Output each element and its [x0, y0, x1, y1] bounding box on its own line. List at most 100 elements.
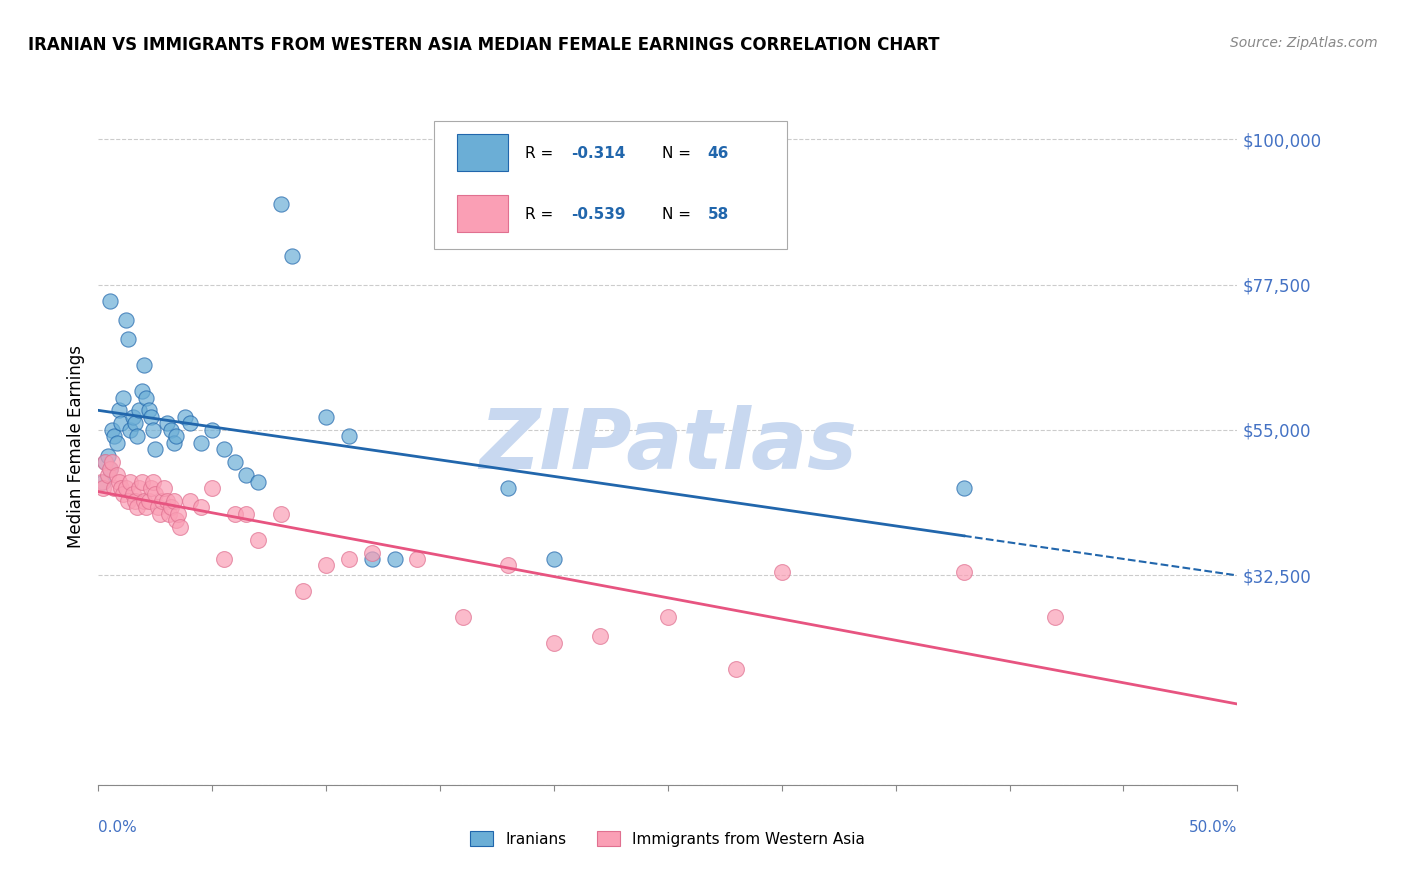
Text: ZIPatlas: ZIPatlas — [479, 406, 856, 486]
Point — [121, 409, 143, 424]
Text: 58: 58 — [707, 207, 728, 221]
Point — [127, 429, 149, 443]
Point — [281, 248, 304, 262]
Point — [543, 636, 565, 650]
Text: N =: N = — [662, 145, 692, 161]
Text: -0.314: -0.314 — [571, 145, 626, 161]
Point — [98, 293, 121, 308]
Point — [162, 494, 184, 508]
Point — [138, 403, 160, 417]
Point — [201, 481, 224, 495]
Point — [108, 403, 131, 417]
Point — [117, 333, 139, 347]
Point — [103, 429, 125, 443]
Point — [105, 435, 128, 450]
Point — [98, 461, 121, 475]
Point — [96, 449, 118, 463]
Point — [770, 565, 793, 579]
Point — [98, 461, 121, 475]
FancyBboxPatch shape — [434, 120, 787, 250]
Point — [112, 391, 135, 405]
Point — [224, 507, 246, 521]
Point — [121, 487, 143, 501]
Point — [498, 481, 520, 495]
Point — [131, 384, 153, 398]
Point — [190, 500, 212, 515]
Point — [145, 487, 167, 501]
Text: -0.539: -0.539 — [571, 207, 626, 221]
Point — [315, 409, 337, 424]
Point — [112, 487, 135, 501]
Point — [212, 552, 235, 566]
Point — [235, 507, 257, 521]
Point — [201, 423, 224, 437]
Point — [156, 417, 179, 431]
Point — [145, 442, 167, 457]
Point — [498, 558, 520, 573]
Point — [162, 435, 184, 450]
Point — [406, 552, 429, 566]
Point — [124, 417, 146, 431]
Point — [953, 565, 976, 579]
Point — [156, 494, 179, 508]
Point — [543, 552, 565, 566]
Text: R =: R = — [526, 145, 554, 161]
Text: N =: N = — [662, 207, 692, 221]
Point — [91, 481, 114, 495]
Point — [108, 475, 131, 489]
Point — [270, 197, 292, 211]
Point — [657, 610, 679, 624]
Point — [246, 475, 269, 489]
Point — [337, 429, 360, 443]
Point — [160, 500, 183, 515]
FancyBboxPatch shape — [457, 195, 509, 233]
Point — [114, 481, 136, 495]
Point — [135, 391, 157, 405]
Point — [169, 519, 191, 533]
Point — [212, 442, 235, 457]
FancyBboxPatch shape — [457, 134, 509, 171]
Point — [179, 494, 201, 508]
Point — [127, 500, 149, 515]
Point — [105, 468, 128, 483]
Point — [114, 313, 136, 327]
Point — [149, 507, 172, 521]
Point — [360, 552, 382, 566]
Point — [270, 507, 292, 521]
Text: 50.0%: 50.0% — [1189, 820, 1237, 835]
Text: Source: ZipAtlas.com: Source: ZipAtlas.com — [1230, 36, 1378, 50]
Point — [292, 584, 315, 599]
Point — [139, 481, 162, 495]
Point — [142, 423, 165, 437]
Point — [384, 552, 406, 566]
Point — [174, 409, 197, 424]
Text: R =: R = — [526, 207, 554, 221]
Point — [110, 417, 132, 431]
Point — [91, 475, 114, 489]
Point — [110, 481, 132, 495]
Point — [315, 558, 337, 573]
Legend: Iranians, Immigrants from Western Asia: Iranians, Immigrants from Western Asia — [464, 824, 872, 853]
Point — [451, 610, 474, 624]
Y-axis label: Median Female Earnings: Median Female Earnings — [66, 344, 84, 548]
Point — [120, 475, 142, 489]
Point — [725, 662, 748, 676]
Point — [94, 455, 117, 469]
Point — [96, 468, 118, 483]
Text: 46: 46 — [707, 145, 730, 161]
Point — [146, 500, 169, 515]
Point — [588, 630, 610, 644]
Point — [94, 455, 117, 469]
Point — [101, 455, 124, 469]
Point — [337, 552, 360, 566]
Point — [128, 481, 150, 495]
Point — [132, 494, 155, 508]
Point — [360, 545, 382, 559]
Point — [138, 494, 160, 508]
Point — [165, 429, 187, 443]
Point — [142, 475, 165, 489]
Point — [153, 481, 176, 495]
Point — [165, 513, 187, 527]
Point — [150, 494, 173, 508]
Point — [131, 475, 153, 489]
